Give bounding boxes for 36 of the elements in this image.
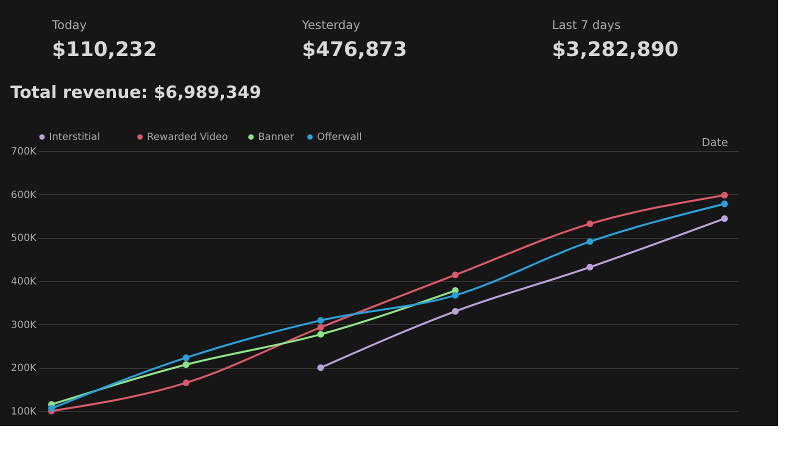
point [182, 354, 190, 362]
point [317, 330, 324, 338]
point [586, 220, 594, 228]
y-tick-label: 500K [10, 233, 37, 244]
legend-label: Offerwall [317, 132, 362, 143]
y-tick-label: 700K [10, 146, 37, 158]
text: Today [51, 18, 87, 32]
point [452, 272, 459, 278]
y-tick-label: 200K [10, 363, 37, 374]
legend-label: Rewarded Video [147, 132, 228, 143]
text: $3,282,890 [552, 37, 679, 61]
text: $476,873 [302, 37, 408, 61]
point [182, 379, 190, 386]
legend-label: Banner [258, 132, 295, 143]
point [721, 200, 728, 208]
chart-title: Total revenue: $6,989,349 [10, 83, 262, 103]
point [452, 292, 459, 299]
point [317, 317, 324, 324]
text: Yesterday [301, 18, 360, 32]
y-tick-label: 300K [10, 320, 37, 331]
text: $110,232 [52, 37, 158, 61]
point [182, 361, 190, 368]
y-tick-label: 100K [10, 406, 37, 418]
y-tick-label: 400K [10, 276, 37, 288]
point [317, 324, 324, 331]
point [721, 215, 728, 222]
point [586, 264, 594, 270]
point [452, 308, 459, 315]
point [586, 238, 594, 245]
y-tick-label: 600K [10, 190, 37, 201]
text: Date [702, 136, 728, 149]
point [721, 192, 728, 199]
text: Last 7 days [552, 18, 621, 32]
legend-label: Interstitial [49, 132, 100, 143]
point [48, 405, 55, 412]
point [317, 364, 324, 372]
